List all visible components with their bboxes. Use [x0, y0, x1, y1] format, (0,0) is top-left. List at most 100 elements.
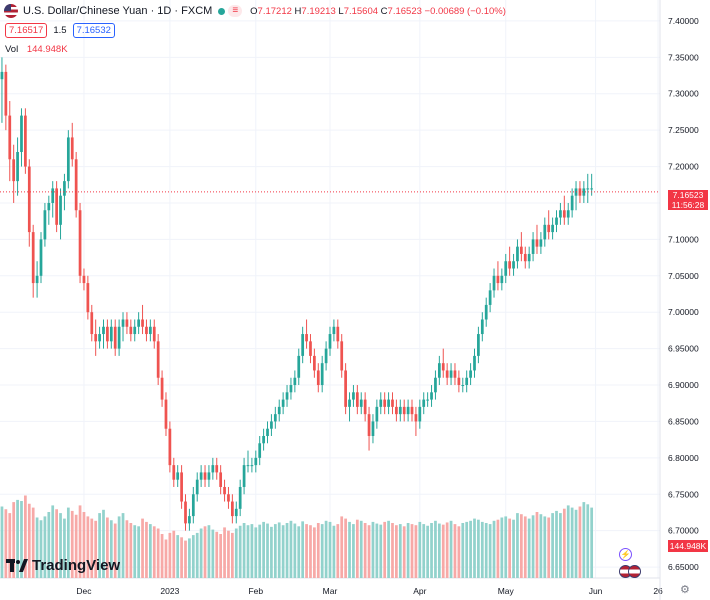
candle-body: [160, 377, 164, 400]
sell-button[interactable]: 7.16517: [5, 23, 48, 38]
equals-badge-icon[interactable]: ≡: [228, 5, 243, 17]
volume-axis-label: 144.948K: [668, 540, 708, 552]
volume-bar: [90, 518, 94, 578]
candle-body: [414, 414, 418, 422]
volume-bar: [562, 508, 566, 578]
volume-bar: [305, 524, 308, 578]
candle-body: [188, 516, 191, 524]
volume-bar: [238, 525, 242, 578]
candle-body: [246, 465, 250, 467]
y-tick-label: 7.20000: [668, 162, 699, 172]
volume-bar: [74, 514, 78, 578]
us-flag-event-icon[interactable]: [628, 565, 641, 578]
symbol-title[interactable]: U.S. Dollar/Chinese Yuan · 1D · FXCM: [23, 5, 213, 17]
volume-bar: [145, 521, 148, 578]
volume-bar: [414, 525, 418, 578]
volume-bar: [102, 509, 105, 578]
candle-body: [262, 436, 265, 444]
candle-body: [422, 399, 426, 407]
y-tick-label: 6.95000: [668, 344, 699, 354]
brand-name: TradingView: [32, 557, 121, 574]
candle-body: [90, 312, 94, 335]
volume-bar: [426, 525, 429, 578]
candle-body: [106, 326, 109, 342]
candle-body: [371, 421, 375, 436]
x-tick-label: Jun: [589, 586, 603, 596]
buy-button[interactable]: 7.16532: [72, 23, 115, 38]
candle-body: [293, 377, 297, 386]
candle-body: [203, 472, 207, 480]
volume-bar: [188, 538, 191, 578]
volume-bar: [512, 519, 515, 578]
y-tick-label: 6.65000: [668, 562, 699, 572]
tradingview-logo[interactable]: TradingView: [6, 557, 120, 574]
candle-body: [285, 392, 289, 400]
volume-bar: [289, 520, 293, 578]
volume-bar: [94, 520, 98, 578]
x-tick-label: Feb: [248, 586, 263, 596]
volume-bar: [367, 525, 371, 578]
candle-body: [555, 217, 558, 225]
volume-bar: [453, 524, 457, 578]
candle-body: [309, 341, 312, 356]
candle-body: [207, 472, 211, 480]
volume-bar: [461, 523, 465, 578]
candle-body: [289, 385, 293, 393]
y-tick-label: 6.75000: [668, 489, 699, 499]
volume-bar: [582, 502, 586, 578]
x-tick-label: May: [498, 586, 515, 596]
volume-bar: [168, 532, 172, 578]
volume-bar: [480, 521, 484, 578]
volume-bar: [39, 520, 43, 578]
volume-bar: [379, 524, 383, 578]
volume-bar: [277, 522, 281, 578]
candle-body: [562, 210, 566, 218]
candle-body: [375, 406, 379, 422]
candle-body: [457, 377, 461, 386]
candle-body: [383, 399, 387, 407]
candle-body: [55, 188, 58, 225]
candle-body: [363, 399, 367, 415]
candle-body: [406, 406, 410, 415]
candle-body: [195, 479, 199, 495]
volume-bar: [24, 495, 27, 578]
volume-bar: [195, 532, 199, 578]
volume-bar: [250, 524, 254, 578]
candle-body: [398, 406, 402, 415]
volume-bar: [539, 514, 543, 578]
symbol-header[interactable]: U.S. Dollar/Chinese Yuan · 1D · FXCM ≡ O…: [0, 0, 506, 22]
candle-body: [211, 465, 215, 473]
volume-bar: [215, 531, 219, 578]
candle-body: [82, 275, 86, 284]
lightning-event-icon[interactable]: ⚡: [619, 548, 632, 561]
volume-bar: [133, 525, 137, 578]
candle-body: [145, 326, 148, 335]
volume-bar: [410, 524, 414, 578]
volume-bar: [336, 524, 340, 578]
volume-bar: [156, 528, 160, 578]
candle-body: [152, 326, 156, 342]
volume-bar: [223, 527, 226, 578]
volume-bar: [8, 513, 12, 578]
gear-icon[interactable]: ⚙: [680, 584, 690, 596]
volume-bar: [191, 535, 195, 578]
volume-bar: [375, 523, 379, 578]
candle-body: [16, 152, 19, 182]
volume-bar: [309, 525, 312, 578]
candle-body: [519, 246, 523, 254]
x-tick-label: Dec: [76, 586, 92, 596]
volume-bar: [285, 523, 289, 578]
candle-body: [113, 326, 117, 349]
candle-body: [184, 501, 187, 524]
candle-body: [98, 334, 101, 342]
volume-bar: [148, 524, 152, 578]
candle-body: [492, 275, 496, 291]
candle-body: [47, 202, 51, 211]
x-tick-label: 2023: [160, 586, 179, 596]
volume-bar: [141, 518, 144, 578]
volume-bar: [473, 518, 476, 578]
candle-body: [70, 137, 74, 160]
candle-body: [316, 370, 320, 386]
candle-body: [266, 428, 269, 436]
